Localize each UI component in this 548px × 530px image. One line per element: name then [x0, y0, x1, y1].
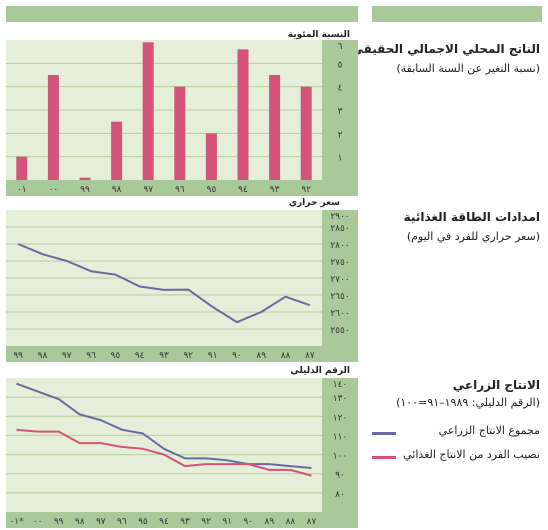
chart2-xtick-label: ٩٤	[135, 351, 145, 361]
chart1-xtick-label: ٩٦	[175, 185, 185, 195]
chart3-xtick-label: ٠١*	[9, 517, 24, 527]
top-banner-right	[372, 6, 542, 22]
chart1-bar	[205, 133, 217, 180]
chart1-xtick-label: ٩٤	[238, 185, 248, 195]
chart3-plot-area	[6, 378, 322, 512]
chart3-xtick-label: ٠٠	[33, 517, 43, 527]
chart2-ytick-label: ٢٦٠٠	[330, 309, 349, 319]
chart2-xtick-label: ٩٧	[62, 351, 72, 361]
energy-title: امدادات الطاقة الغذائية	[403, 210, 540, 224]
gdp-title: الناتج المحلي الاجمالي الحقيقي	[351, 42, 540, 56]
chart3-xtick-label: ٨٩	[264, 517, 274, 527]
chart3-series-line-2	[16, 428, 312, 477]
chart3-xtick-label: ٨٨	[286, 517, 296, 527]
chart1-y-axis-strip	[322, 40, 358, 196]
chart3-xtick-label: ٩٣	[180, 517, 190, 527]
chart1-bar	[111, 121, 123, 180]
chart1-bar	[174, 86, 186, 180]
chart1-xtick-label: ٩٢	[301, 185, 311, 195]
chart3-ytick-label: ١٣٠	[333, 394, 348, 404]
chart2-ytick-label: ٢٦٥٠	[330, 292, 349, 302]
chart2-xtick-label: ٩٩	[13, 351, 23, 361]
chart1-bar	[300, 86, 312, 180]
chart1-xtick-label: ٩٨	[112, 185, 122, 195]
legend-label-total: مجموع الانتاج الزراعي	[438, 424, 540, 437]
legend-label-per-capita: نصيب الفرد من الانتاج الغذائي	[403, 448, 540, 461]
chart1-bar	[142, 42, 154, 181]
chart3-xtick-label: ٩٧	[96, 517, 106, 527]
chart2-xtick-label: ٨٧	[305, 351, 315, 361]
agri-title: الانتاج الزراعي	[452, 378, 540, 392]
chart3-xtick-label: ٨٧	[307, 517, 317, 527]
chart3-ytick-label: ١٤٠	[333, 380, 348, 390]
legend-item-total: مجموع الانتاج الزراعي	[372, 424, 540, 442]
agri-subtitle: (الرقم الدليلي: ١٩٨٩–٩١=١٠٠)	[396, 396, 540, 409]
chart3-ytick-label: ٩٠	[335, 471, 345, 481]
chart1-xtick-label: ٠٠	[49, 185, 59, 195]
chart1-ytick-label: ٣	[338, 107, 343, 117]
agri-unit-label: الرقم الدليلي	[290, 366, 350, 376]
chart1-ytick-label: ٥	[338, 60, 343, 70]
chart1-bar	[16, 156, 28, 180]
legend-swatch-per-capita	[372, 456, 396, 459]
chart1-xtick-label: ٩٣	[270, 185, 280, 195]
chart2-xtick-label: ٩١	[208, 351, 218, 361]
chart2-xtick-label: ٩٨	[38, 351, 48, 361]
chart2-ytick-label: ٢٩٠٠	[330, 212, 349, 222]
top-banner-left	[6, 6, 358, 22]
chart1-xtick-label: ٩٥	[207, 185, 217, 195]
chart1-ytick-label: ٦	[338, 42, 343, 52]
chart3-ytick-label: ١١٠	[333, 432, 348, 442]
agri-legend: مجموع الانتاج الزراعي نصيب الفرد من الان…	[372, 424, 540, 466]
chart3-xtick-label: ٩٤	[159, 517, 169, 527]
chart3-xtick-label: ٩٠	[243, 517, 253, 527]
chart2-ytick-label: ٢٨٠٠	[330, 241, 349, 251]
chart3-xtick-label: ٩٩	[54, 517, 64, 527]
chart2-xtick-label: ٩٦	[86, 351, 96, 361]
chart3-xtick-label: ٩٨	[75, 517, 85, 527]
chart1-bar	[237, 49, 249, 181]
chart3-xtick-label: ٩١	[222, 517, 232, 527]
chart2-ytick-label: ٢٧٠٠	[330, 275, 349, 285]
chart2-ytick-label: ٢٥٥٠	[330, 326, 349, 336]
chart2-xtick-label: ٨٨	[281, 351, 291, 361]
chart1-ytick-label: ٢	[338, 130, 343, 140]
chart1-xtick-label: ٩٩	[80, 185, 90, 195]
chart3-series-line-1	[16, 382, 312, 469]
chart3-xtick-label: ٩٢	[201, 517, 211, 527]
chart2-xtick-label: ٩٣	[159, 351, 169, 361]
chart2-xtick-label: ٩٠	[232, 351, 242, 361]
chart2-ytick-label: ٢٧٥٠	[330, 258, 349, 268]
chart3-ytick-label: ١٢٠	[333, 413, 348, 423]
chart1-ytick-label: ١	[338, 154, 343, 164]
chart1-ytick-label: ٤	[338, 84, 343, 94]
chart3-xtick-label: ٩٦	[117, 517, 127, 527]
chart3-xtick-label: ٩٥	[138, 517, 148, 527]
chart3-ytick-label: ٨٠	[335, 490, 345, 500]
chart3-y-axis-strip	[322, 378, 358, 528]
legend-item-per-capita: نصيب الفرد من الانتاج الغذائي	[372, 448, 540, 466]
energy-subtitle: (سعر حراري للفرد في اليوم)	[406, 230, 540, 243]
chart2-y-axis-strip	[322, 210, 358, 362]
chart3-ytick-label: ١٠٠	[333, 452, 348, 462]
chart3-x-axis-strip	[6, 512, 322, 528]
gdp-unit-label: النسبة المئوية	[287, 30, 350, 40]
chart2-series-line-1	[17, 243, 311, 324]
chart2-ytick-label: ٢٨٥٠	[330, 224, 349, 234]
chart1-xtick-label: ٩٧	[143, 185, 153, 195]
gdp-subtitle: (نسبة التغير عن السنة السابقة)	[396, 62, 540, 75]
chart1-bar	[269, 75, 281, 180]
energy-unit-label: سعر حراري	[288, 198, 340, 208]
chart1-xtick-label: ٠١	[17, 185, 27, 195]
chart2-xtick-label: ٩٥	[111, 351, 121, 361]
chart2-xtick-label: ٩٢	[183, 351, 193, 361]
chart1-x-axis-strip	[6, 180, 322, 196]
chart1-bar	[47, 75, 59, 180]
chart1-bar	[79, 177, 91, 180]
legend-swatch-total	[372, 432, 396, 435]
chart2-x-axis-strip	[6, 346, 322, 362]
chart2-xtick-label: ٨٩	[256, 351, 266, 361]
